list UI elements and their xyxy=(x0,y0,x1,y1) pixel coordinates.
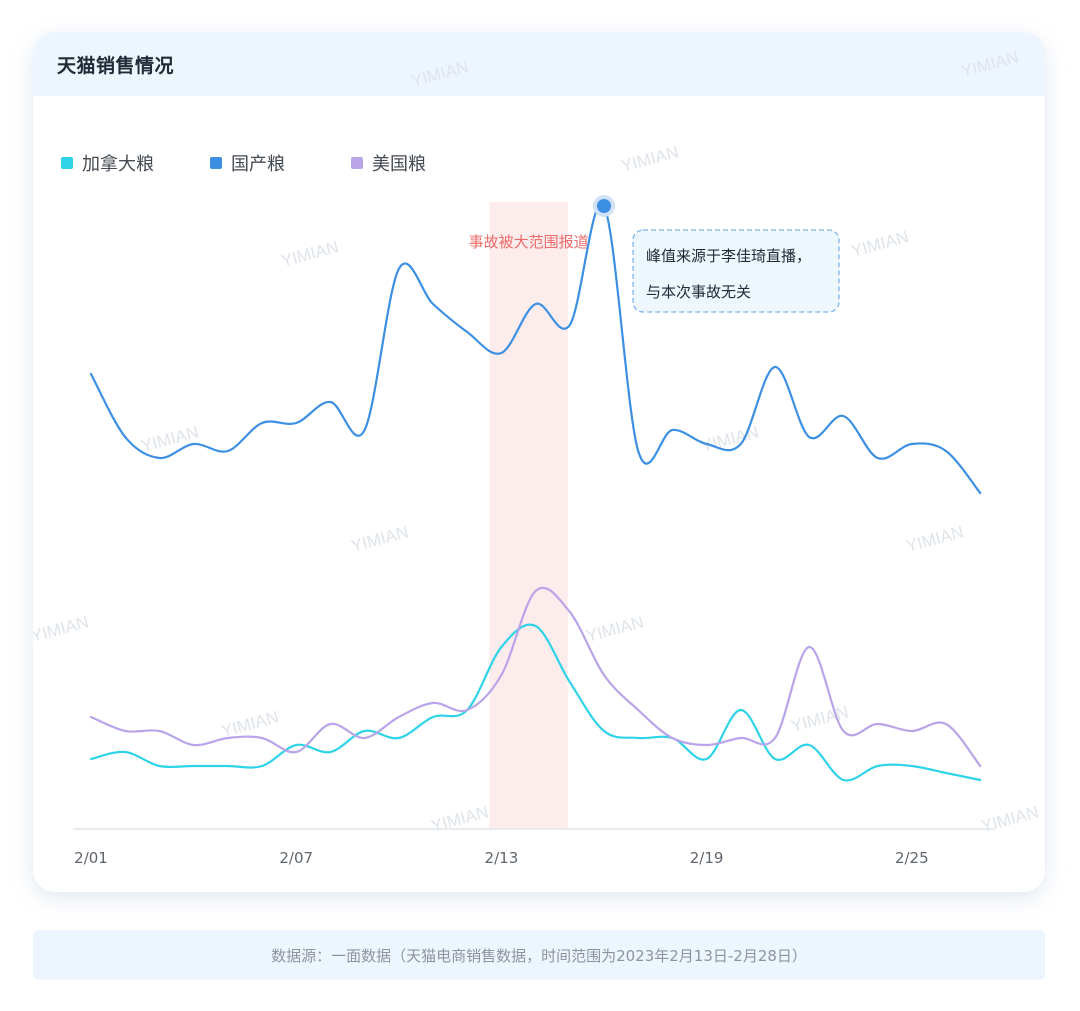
watermark-text: YIMIAN xyxy=(619,142,680,176)
watermark-text: YIMIAN xyxy=(33,612,91,646)
x-tick-label: 2/19 xyxy=(690,849,724,867)
series-line xyxy=(89,623,982,782)
legend-item: 国产粮 xyxy=(210,154,285,175)
watermark-text: YIMIAN xyxy=(349,522,410,556)
legend-item: 美国粮 xyxy=(351,154,426,175)
annotation-text: 峰值来源于李佳琦直播， xyxy=(646,247,811,265)
x-axis-ticks: 2/01 2/07 2/13 2/19 2/25 xyxy=(74,849,928,867)
x-tick-label: 2/13 xyxy=(485,849,519,867)
x-tick-label: 2/25 xyxy=(895,849,929,867)
card-title: 天猫销售情况 xyxy=(57,55,175,77)
chart-card: 天猫销售情况 YIMIAN YIMIAN YIMIAN YIMIAN YIMIAN YIM… xyxy=(33,32,1045,892)
x-tick-label: 2/01 xyxy=(74,849,108,867)
peak-point xyxy=(597,199,611,213)
watermark-text: YIMIAN xyxy=(979,802,1040,836)
legend-label: 美国粮 xyxy=(372,154,426,175)
watermark-text: YIMIAN xyxy=(904,522,965,556)
legend-item: 加拿大粮 xyxy=(61,153,154,175)
series-lines xyxy=(89,202,982,782)
watermark-text: YIMIAN xyxy=(409,57,470,91)
watermark-text: YIMIAN xyxy=(849,227,910,261)
annotation-box xyxy=(632,229,840,313)
legend-swatch xyxy=(61,157,73,169)
highlight-band xyxy=(489,202,568,829)
series-line xyxy=(89,586,982,768)
annotation-text: 与本次事故无关 xyxy=(646,283,751,301)
legend-swatch xyxy=(210,157,222,169)
legend-label: 国产粮 xyxy=(231,154,285,175)
annotation-group: 峰值来源于李佳琦直播， 与本次事故无关 xyxy=(593,195,840,313)
data-source-footer: 数据源：一面数据（天猫电商销售数据，时间范围为2023年2月13日-2月28日） xyxy=(33,930,1045,980)
series-line xyxy=(89,202,982,495)
watermark-text: YIMIAN xyxy=(584,612,645,646)
highlight-band-label: 事故被大范围报道 xyxy=(469,233,589,251)
legend-label: 加拿大粮 xyxy=(82,153,154,175)
line-chart: YIMIAN YIMIAN YIMIAN YIMIAN YIMIAN YIMIAN YIMI… xyxy=(33,47,1041,867)
watermark-text: YIMIAN xyxy=(139,422,200,456)
legend-swatch xyxy=(351,157,363,169)
data-source-text: 数据源：一面数据（天猫电商销售数据，时间范围为2023年2月13日-2月28日） xyxy=(271,946,807,965)
highlight-band-group: 事故被大范围报道 xyxy=(469,202,589,829)
card-header: 天猫销售情况 xyxy=(33,32,1045,96)
watermark-text: YIMIAN xyxy=(279,237,340,271)
watermark-text: YIMIAN xyxy=(789,702,850,736)
watermark-text: YIMIAN xyxy=(959,47,1020,81)
chart-legend: 加拿大粮 国产粮 美国粮 xyxy=(61,153,426,175)
x-tick-label: 2/07 xyxy=(279,849,313,867)
watermark-text: YIMIAN xyxy=(429,802,490,836)
